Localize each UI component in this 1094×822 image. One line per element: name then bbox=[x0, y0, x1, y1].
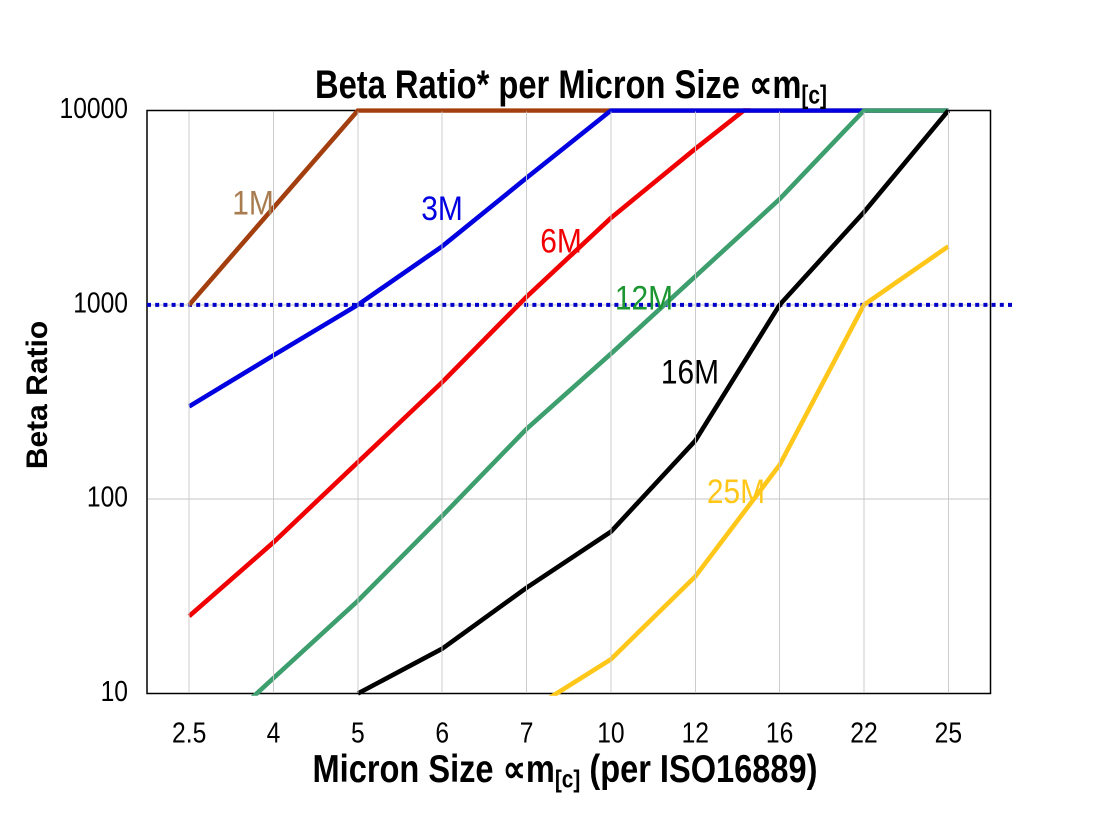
y-tick-label-10: 10 bbox=[101, 676, 128, 708]
series-line-3m bbox=[187, 108, 949, 409]
x-tick-label-7: 7 bbox=[520, 718, 534, 750]
series-labels: 6M 1M 3M 12M 16M 25M bbox=[232, 184, 765, 511]
x-tick-label-6: 6 bbox=[435, 718, 449, 750]
series-line-12m bbox=[250, 108, 949, 696]
series-label-12m: 12M bbox=[615, 279, 673, 317]
chart-title: Beta Ratio* per Micron Size ∝m[c] bbox=[315, 62, 827, 111]
x-axis-title-subscript: [c] bbox=[554, 766, 581, 794]
x-axis-title-segment: Micron Size ∝m bbox=[312, 748, 555, 791]
chart-title-subscript: [c] bbox=[801, 81, 827, 110]
x-tick-labels: 2.5 4 5 6 7 10 12 16 22 25 bbox=[172, 718, 962, 750]
y-tick-labels: 10 100 1000 10000 bbox=[60, 93, 129, 708]
series-line-16m bbox=[356, 109, 951, 696]
series-line-25m bbox=[548, 244, 950, 696]
chart-title-segment: Beta Ratio* per Micron Size ∝m bbox=[315, 63, 802, 107]
x-tick-label-4: 4 bbox=[267, 718, 281, 750]
x-axis-title-segment: (per ISO16889) bbox=[580, 748, 818, 791]
x-tick-label-2.5: 2.5 bbox=[172, 718, 206, 750]
x-tick-label-12: 12 bbox=[682, 718, 709, 750]
h-gridlines bbox=[147, 304, 990, 500]
x-tick-label-5: 5 bbox=[351, 718, 365, 750]
y-tick-label-1000: 1000 bbox=[73, 287, 128, 319]
x-tick-label-16: 16 bbox=[766, 718, 793, 750]
series-label-1m: 1M bbox=[232, 184, 274, 222]
y-axis-title: Beta Ratio bbox=[21, 320, 54, 470]
series-label-6m: 6M bbox=[540, 222, 582, 260]
x-axis-title: Micron Size ∝m[c] (per ISO16889) bbox=[313, 747, 818, 794]
series-label-3m: 3M bbox=[421, 190, 463, 228]
x-tick-label-22: 22 bbox=[850, 718, 877, 750]
series-lines bbox=[187, 108, 951, 696]
series-label-16m: 16M bbox=[661, 353, 719, 391]
x-tick-label-10: 10 bbox=[597, 718, 624, 750]
y-tick-label-10000: 10000 bbox=[60, 93, 129, 125]
x-tick-label-25: 25 bbox=[935, 718, 962, 750]
y-tick-label-100: 100 bbox=[87, 482, 128, 514]
series-line-6m bbox=[187, 108, 751, 618]
v-gridlines bbox=[188, 111, 949, 693]
series-label-25m: 25M bbox=[707, 473, 765, 511]
